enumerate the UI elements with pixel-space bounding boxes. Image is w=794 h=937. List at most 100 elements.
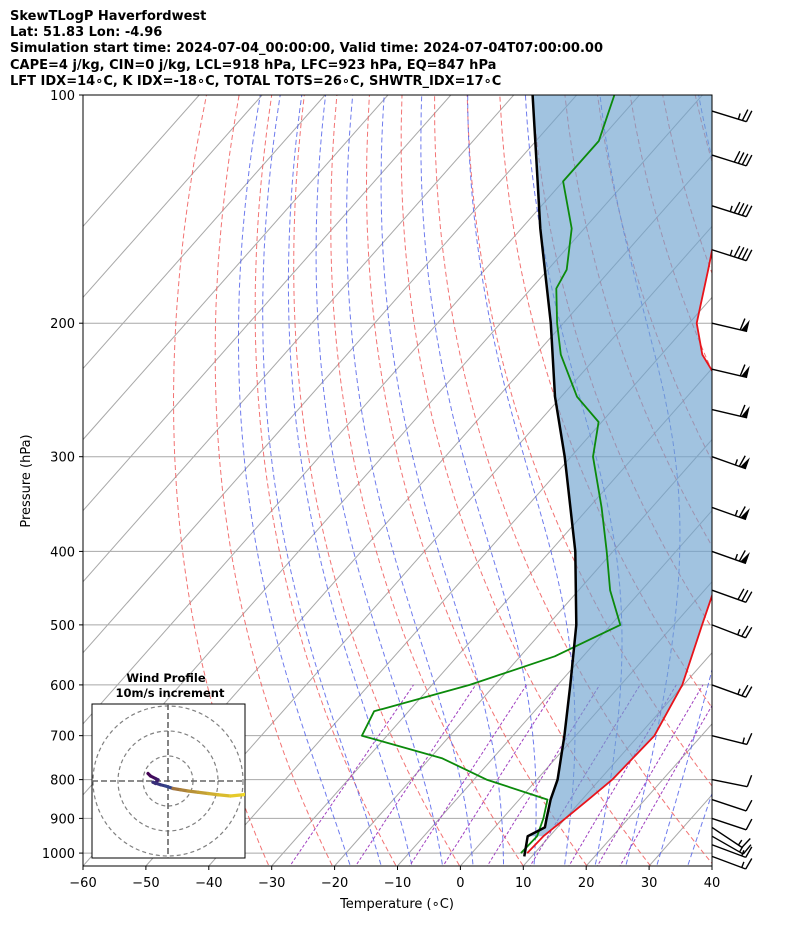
y-tick-label: 600	[50, 679, 75, 694]
moist-adiabat-line	[420, 95, 537, 866]
isotherm-line	[83, 95, 326, 370]
mixing-ratio-line	[442, 684, 559, 866]
moist-adiabat-line	[262, 95, 382, 866]
x-tick-label: −60	[69, 876, 96, 891]
moist-adiabat-line	[748, 95, 794, 872]
moist-adiabat-line	[687, 791, 712, 866]
x-tick-label: 40	[704, 876, 721, 891]
wind-barb	[711, 364, 750, 379]
isotherm-line	[711, 865, 712, 866]
y-tick-label: 500	[50, 619, 75, 634]
y-tick-label: 700	[50, 730, 75, 745]
moist-adiabat-line	[656, 95, 712, 866]
isotherm-line	[83, 95, 452, 512]
hodograph-trace	[186, 789, 200, 794]
y-tick-label: 400	[50, 545, 75, 560]
mixing-ratio-line	[355, 684, 477, 866]
y-tick-label: 300	[50, 451, 75, 466]
x-tick-label: −20	[321, 876, 348, 891]
y-tick-label: 200	[50, 317, 75, 332]
moist-adiabat-line	[287, 95, 413, 866]
x-tick-label: −30	[258, 876, 285, 891]
y-tick-label: 900	[50, 812, 75, 827]
dry-adiabat-line	[172, 95, 270, 866]
wind-barb	[711, 775, 753, 788]
wind-barb	[711, 245, 753, 262]
wind-barb	[711, 624, 753, 639]
x-tick-label: −50	[132, 876, 159, 891]
x-tick-label: 0	[456, 876, 464, 891]
mixing-ratio-line	[619, 704, 712, 866]
dry-adiabat-line	[400, 95, 652, 866]
isotherm-line	[208, 296, 712, 866]
dewpoint-line	[361, 95, 622, 854]
wind-barb	[711, 404, 750, 419]
x-tick-label: 30	[641, 876, 658, 891]
y-tick-label: 800	[50, 774, 75, 789]
wind-barb	[711, 855, 753, 870]
wind-barb	[711, 826, 751, 848]
isotherm-line	[83, 95, 389, 441]
moist-adiabat-line	[238, 95, 351, 866]
isotherm-line	[585, 723, 712, 866]
hodograph-trace	[253, 789, 263, 793]
isotherm-line	[83, 95, 200, 228]
mixing-ratio-line	[409, 684, 528, 866]
title-indices-cape: CAPE=4 j/kg, CIN=0 j/kg, LCL=918 hPa, LF…	[10, 58, 497, 73]
wind-barb	[711, 732, 753, 746]
moist-adiabat-line	[346, 95, 474, 866]
hodograph-trace	[216, 793, 233, 798]
isotherm-line	[271, 367, 712, 866]
hodograph-trace	[241, 792, 245, 797]
title-coordinates: Lat: 51.83 Lon: -4.96	[10, 25, 163, 40]
wind-barb	[711, 201, 753, 218]
mixing-ratio-line	[596, 684, 704, 866]
isotherm-line	[397, 509, 712, 866]
hodograph-trace	[228, 793, 245, 798]
wind-barb	[711, 318, 750, 333]
profile-lines	[361, 95, 712, 857]
mixing-ratio-line	[289, 684, 414, 866]
dry-adiabat-line	[728, 95, 794, 872]
isotherm-line	[83, 95, 263, 299]
isotherm-line	[83, 95, 515, 583]
title-times: Simulation start time: 2024-07-04_00:00:…	[10, 41, 603, 56]
wind-barb	[711, 684, 753, 698]
x-tick-label: −40	[195, 876, 222, 891]
isotherm-line	[83, 95, 578, 654]
x-axis-label: Temperature (∘C)	[339, 897, 454, 912]
wind-barb	[711, 835, 752, 855]
y-tick-label: 1000	[42, 847, 75, 862]
axes: −60 −50 −40 −30 −20 −10 0 10 20 30 40 1000 900 800 700…	[42, 89, 720, 891]
wind-barb	[711, 109, 753, 123]
wind-barb	[711, 817, 753, 831]
dry-adiabat-line	[214, 95, 334, 866]
wind-barb	[711, 798, 753, 812]
wind-barb	[711, 150, 753, 167]
x-tick-label: 10	[515, 876, 532, 891]
wind-barb	[711, 506, 750, 521]
hodograph-trace	[196, 790, 210, 796]
y-axis-label: Pressure (hPa)	[19, 434, 34, 527]
wind-barbs	[711, 109, 753, 870]
moist-adiabat-line	[380, 95, 504, 866]
wind-barb	[711, 588, 753, 603]
dry-adiabat-line	[293, 95, 461, 866]
wind-barb	[711, 455, 750, 470]
dry-adiabat-line	[254, 95, 397, 866]
title-indices-stability: LFT IDX=14∘C, K IDX=-18∘C, TOTAL TOTS=26…	[10, 74, 502, 89]
isotherm-line	[83, 95, 640, 725]
x-tick-label: 20	[578, 876, 595, 891]
title-station: SkewTLogP Haverfordwest	[10, 9, 207, 24]
isotherm-line	[145, 225, 712, 866]
dry-adiabat-line	[760, 95, 794, 872]
parcel-line	[523, 95, 578, 857]
hodograph-subtitle: 10m/s increment	[116, 686, 225, 700]
hodograph-inset: Wind Profile 10m/s increment	[91, 671, 263, 859]
isotherm-line	[775, 95, 794, 866]
hodograph-trace	[206, 791, 220, 797]
temperature-line	[526, 245, 712, 854]
hodograph-title: Wind Profile	[126, 671, 206, 685]
wind-barb	[711, 550, 750, 565]
